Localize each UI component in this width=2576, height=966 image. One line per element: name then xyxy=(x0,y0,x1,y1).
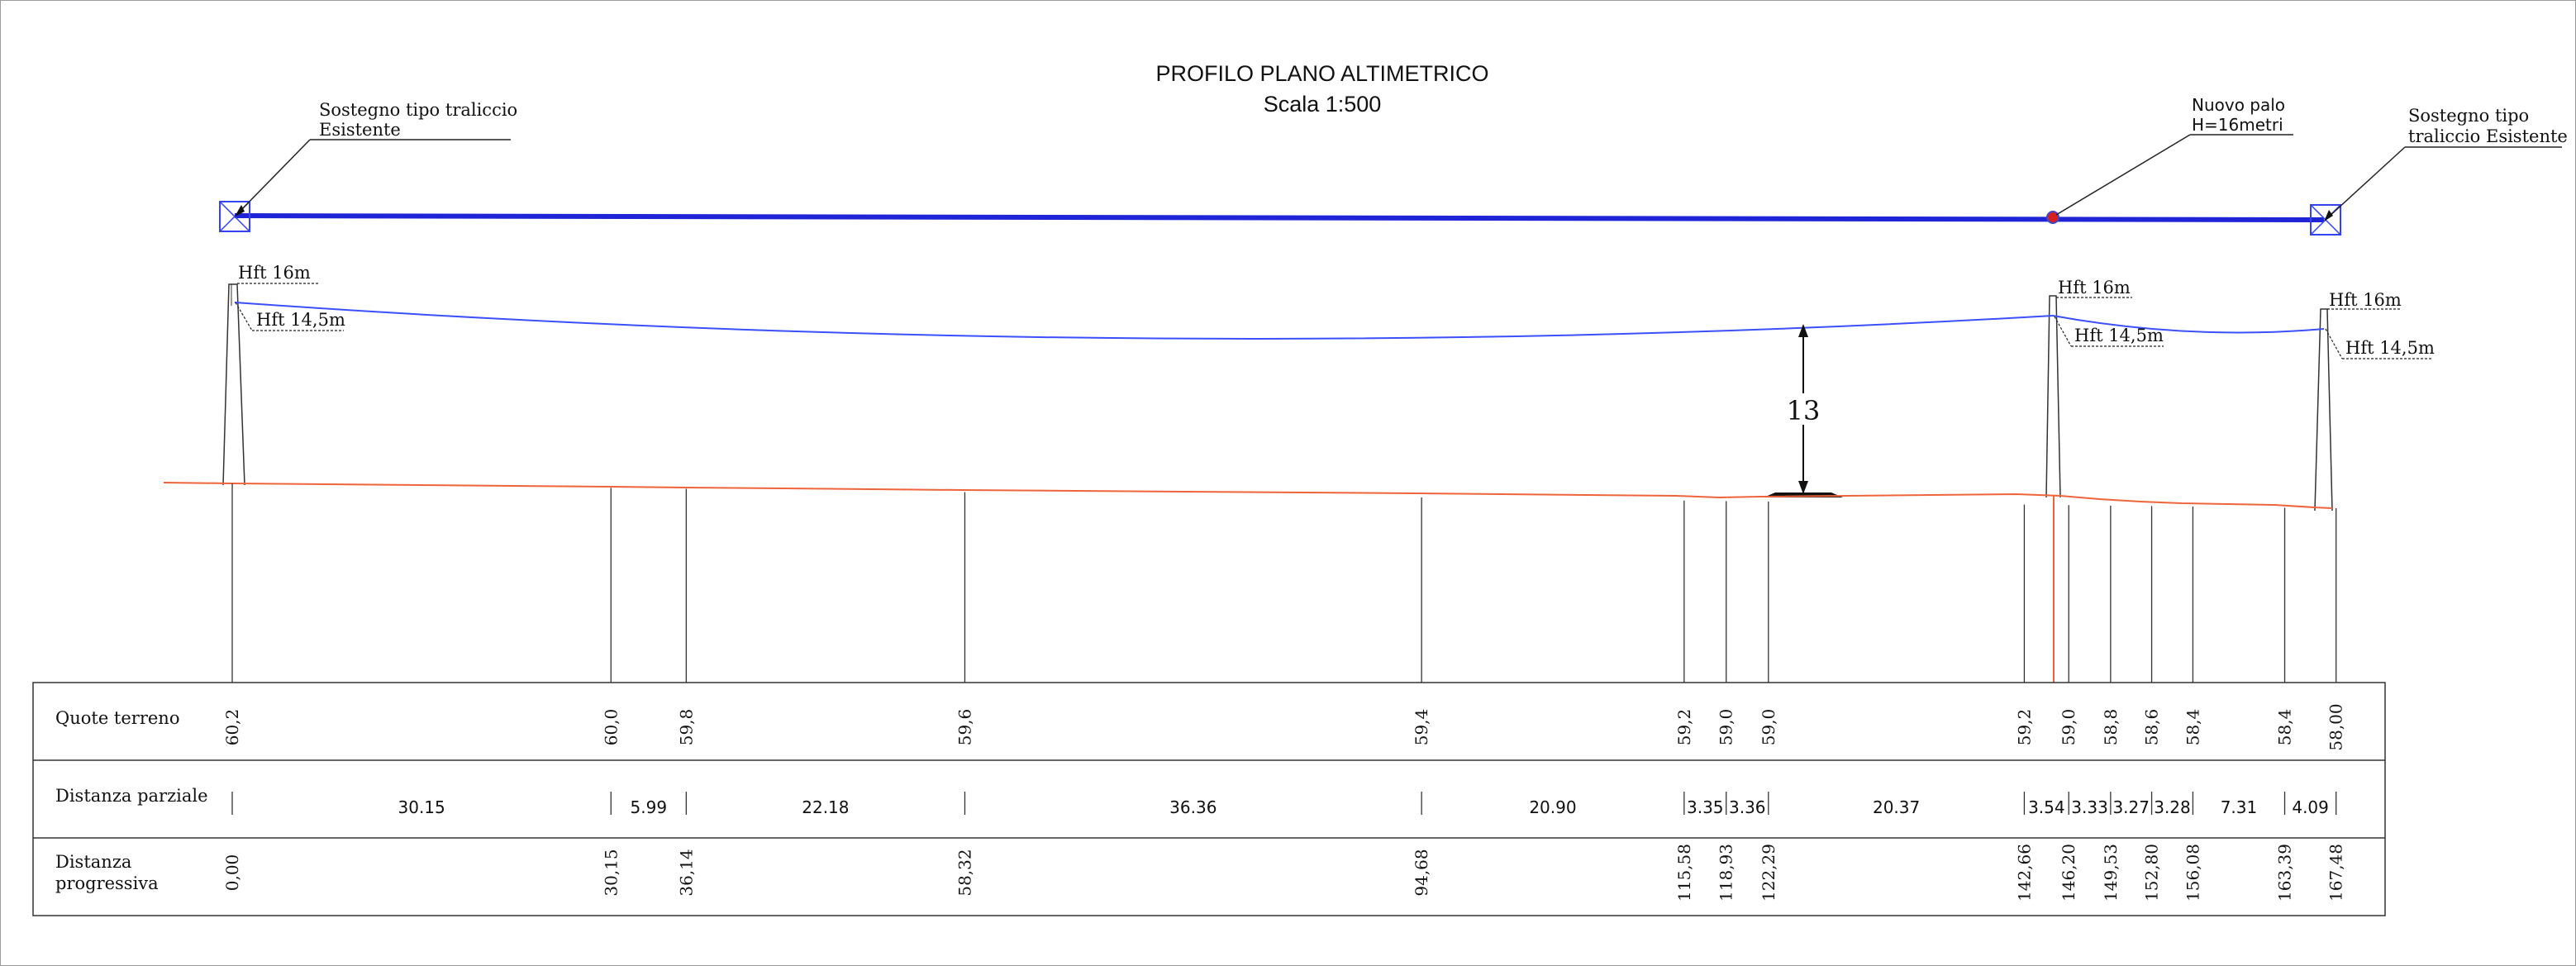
right-tower-icon xyxy=(2314,308,2333,512)
catenary-span-1 xyxy=(234,302,2054,340)
new-pole-label-1: Nuovo palo xyxy=(2192,95,2285,115)
left-support-label-1: Sostegno tipo traliccio xyxy=(319,100,517,120)
partial-value: 3.36 xyxy=(1729,797,1766,817)
progressiva-value: 152,80 xyxy=(2142,844,2162,902)
quota-value: 59,4 xyxy=(1412,709,1431,746)
drawing-title: PROFILO PLANO ALTIMETRICO xyxy=(1155,61,1488,86)
right-height-total: Hft 16m xyxy=(2329,290,2402,310)
right-support-label-1: Sostegno tipo xyxy=(2408,106,2529,126)
progressiva-value: 30,15 xyxy=(601,849,621,896)
partial-value: 20.37 xyxy=(1873,797,1920,817)
progressiva-value: 122,29 xyxy=(1759,844,1778,902)
progressiva-value: 36,14 xyxy=(676,849,696,896)
mid-height-conductor: Hft 14,5m xyxy=(2074,326,2164,345)
drawing-scale: Scala 1:500 xyxy=(1264,92,1382,117)
partial-value: 3.35 xyxy=(1687,797,1724,817)
station-lines xyxy=(231,483,2337,683)
plan-conductor-line xyxy=(234,213,2325,222)
quota-value: 59,2 xyxy=(1674,709,1694,746)
quota-value: 60,0 xyxy=(601,709,621,746)
progressiva-value: 58,32 xyxy=(955,849,974,896)
partial-value: 22.18 xyxy=(802,797,849,817)
left-tower-icon xyxy=(222,283,245,486)
row-label-distanza-parziale: Distanza parziale xyxy=(55,786,208,806)
progressiva-value: 0,00 xyxy=(222,854,242,892)
partial-value: 30.15 xyxy=(398,797,445,817)
plan-right-leader xyxy=(2324,146,2562,221)
progressiva-value: 156,08 xyxy=(2183,844,2202,902)
partial-value: 7.31 xyxy=(2221,797,2258,817)
row-label-distanza-progressiva-1: Distanza xyxy=(55,852,131,872)
clearance-value: 13 xyxy=(1787,395,1821,426)
plan-new-pole-leader xyxy=(2055,134,2293,216)
clearance-label-bg xyxy=(1785,393,1821,425)
progressiva-value: 167,48 xyxy=(2326,844,2346,902)
progressiva-value: 149,53 xyxy=(2101,844,2121,902)
table-cells: 60,2 0,00 60,0 30,15 59,8 36,14 59,6 58,32 59,4 9… xyxy=(222,703,2346,902)
plan-new-pole-icon xyxy=(2046,211,2059,224)
mid-pole-icon xyxy=(2045,295,2061,498)
quota-value: 58,4 xyxy=(2275,709,2295,746)
partial-value: 36.36 xyxy=(1169,797,1217,817)
row-label-quote-terreno: Quote terreno xyxy=(55,708,179,728)
plan-left-leader xyxy=(235,139,511,217)
new-pole-label-2: H=16metri xyxy=(2192,115,2283,135)
progressiva-value: 115,58 xyxy=(1674,844,1694,902)
left-support-label-2: Esistente xyxy=(319,120,401,140)
quota-value: 58,8 xyxy=(2101,709,2121,746)
partial-value: 3.28 xyxy=(2154,797,2191,817)
data-table xyxy=(32,682,2386,916)
quota-value: 58,6 xyxy=(2142,709,2162,746)
row-label-distanza-progressiva-2: progressiva xyxy=(55,873,159,893)
mid-height-total: Hft 16m xyxy=(2058,278,2131,297)
right-height-leaders xyxy=(2325,308,2433,359)
progressiva-value: 142,66 xyxy=(2014,844,2034,902)
quota-value: 59,0 xyxy=(1759,709,1778,746)
partial-value: 3.27 xyxy=(2112,797,2150,817)
partial-value: 5.99 xyxy=(631,797,668,817)
quota-value: 59,2 xyxy=(2014,709,2034,746)
quota-value: 58,00 xyxy=(2326,703,2346,750)
partial-value: 3.33 xyxy=(2071,797,2108,817)
quota-value: 59,0 xyxy=(2059,709,2078,746)
left-height-conductor: Hft 14,5m xyxy=(256,310,345,330)
right-height-conductor: Hft 14,5m xyxy=(2345,338,2435,358)
progressiva-value: 118,93 xyxy=(1717,844,1736,902)
right-support-label-2: traliccio Esistente xyxy=(2408,126,2568,146)
partial-value: 20.90 xyxy=(1529,797,1576,817)
progressiva-value: 163,39 xyxy=(2275,844,2295,902)
mid-height-leaders xyxy=(2054,297,2164,347)
progressiva-value: 94,68 xyxy=(1412,849,1431,896)
left-height-total: Hft 16m xyxy=(238,263,311,283)
partial-value: 3.54 xyxy=(2028,797,2065,817)
quota-value: 59,0 xyxy=(1717,709,1736,746)
quota-value: 60,2 xyxy=(222,709,242,746)
left-height-leaders xyxy=(235,283,344,331)
progressiva-value: 146,20 xyxy=(2059,844,2078,902)
quota-value: 59,8 xyxy=(676,709,696,746)
ground-profile-line xyxy=(163,482,2333,509)
quota-value: 58,4 xyxy=(2183,709,2202,746)
quota-value: 59,6 xyxy=(955,709,974,746)
partial-value: 4.09 xyxy=(2292,797,2329,817)
catenary-span-2 xyxy=(2052,315,2325,334)
